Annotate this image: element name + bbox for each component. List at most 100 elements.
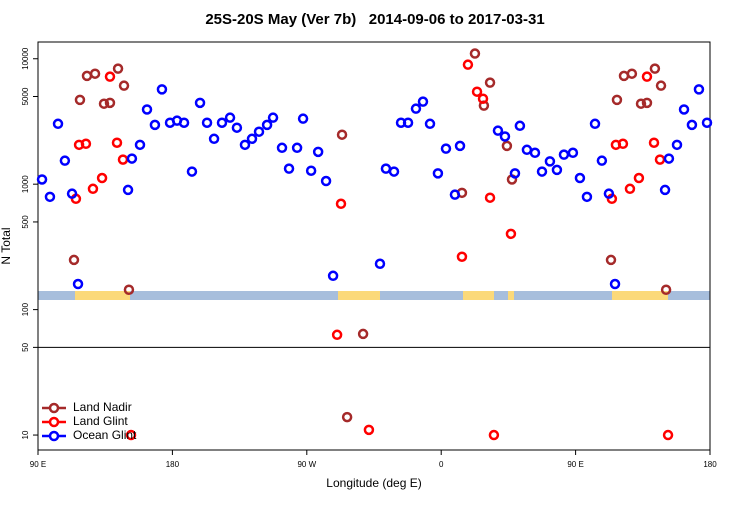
point [141, 104, 153, 115]
point [253, 126, 265, 137]
x-tick-label: 180 [166, 460, 180, 469]
point [596, 155, 608, 166]
point [261, 119, 273, 131]
point [544, 156, 556, 167]
x-tick-label: 180 [703, 460, 717, 469]
point [671, 139, 683, 151]
point [44, 191, 56, 203]
point [660, 284, 672, 296]
point [641, 97, 653, 109]
point [581, 191, 593, 203]
land-strip [612, 291, 668, 300]
legend-label: Ocean Glint [73, 428, 137, 442]
x-tick-label: 90 W [297, 460, 316, 469]
point [327, 270, 339, 282]
point [484, 77, 496, 88]
point [80, 138, 92, 150]
point [81, 70, 93, 82]
point [74, 94, 86, 106]
point [208, 133, 220, 145]
point [320, 175, 332, 187]
legend-label: Land Glint [73, 414, 128, 428]
point [509, 168, 521, 179]
point [641, 71, 653, 82]
point [231, 122, 243, 133]
point [96, 172, 108, 184]
point [456, 251, 468, 262]
point [59, 155, 71, 166]
point [267, 112, 279, 123]
y-tick-label: 5000 [21, 87, 30, 105]
x-tick-label: 90 E [567, 460, 583, 469]
point [659, 184, 671, 196]
point [224, 112, 236, 123]
point [529, 147, 541, 159]
point [551, 164, 563, 176]
point [374, 258, 386, 270]
point [589, 118, 601, 130]
point [536, 166, 548, 177]
point [521, 144, 533, 156]
point [89, 68, 101, 79]
point [36, 174, 48, 185]
land-strip [338, 291, 380, 300]
point [402, 117, 414, 128]
point [239, 139, 251, 151]
point [558, 149, 570, 160]
point [424, 118, 436, 130]
land-strip [508, 291, 514, 300]
y-axis-label: N Total [0, 227, 13, 264]
point [149, 119, 161, 131]
point [331, 329, 343, 341]
point [574, 172, 586, 184]
point [701, 117, 713, 128]
legend-marker [48, 402, 60, 414]
point [122, 184, 134, 196]
y-tick-label: 50 [21, 342, 30, 351]
point [312, 146, 324, 158]
point [194, 97, 206, 109]
plot-frame [37, 41, 711, 451]
y-tick-label: 500 [21, 215, 30, 229]
point [380, 163, 392, 174]
land-strip [75, 291, 130, 300]
point [98, 98, 110, 109]
point [66, 188, 78, 199]
legend-marker [48, 430, 60, 442]
legend-marker [48, 416, 60, 428]
point [117, 154, 129, 165]
point [335, 198, 347, 210]
point [216, 117, 228, 128]
point [662, 429, 674, 441]
point [123, 284, 135, 296]
point [471, 86, 483, 97]
point [469, 48, 481, 59]
x-tick-label: 0 [439, 460, 444, 469]
point [603, 188, 615, 199]
point [246, 133, 258, 145]
point [291, 142, 303, 154]
point [156, 84, 168, 95]
point [440, 143, 452, 154]
point [605, 254, 617, 266]
point [283, 163, 295, 174]
point [72, 278, 84, 290]
point [134, 139, 146, 151]
point [118, 80, 130, 91]
point [341, 411, 353, 423]
point [501, 140, 513, 152]
point [648, 137, 660, 148]
y-tick-label: 10 [21, 430, 30, 439]
land-strip [463, 291, 494, 300]
point [305, 165, 317, 176]
point [357, 328, 369, 340]
x-axis-label: Longitude (deg E) [326, 476, 421, 490]
point [449, 189, 461, 200]
point [417, 96, 429, 107]
point [410, 103, 422, 114]
point [125, 429, 137, 441]
x-tick-label: 90 E [30, 460, 46, 469]
point [477, 93, 489, 104]
map-strip [38, 291, 710, 300]
